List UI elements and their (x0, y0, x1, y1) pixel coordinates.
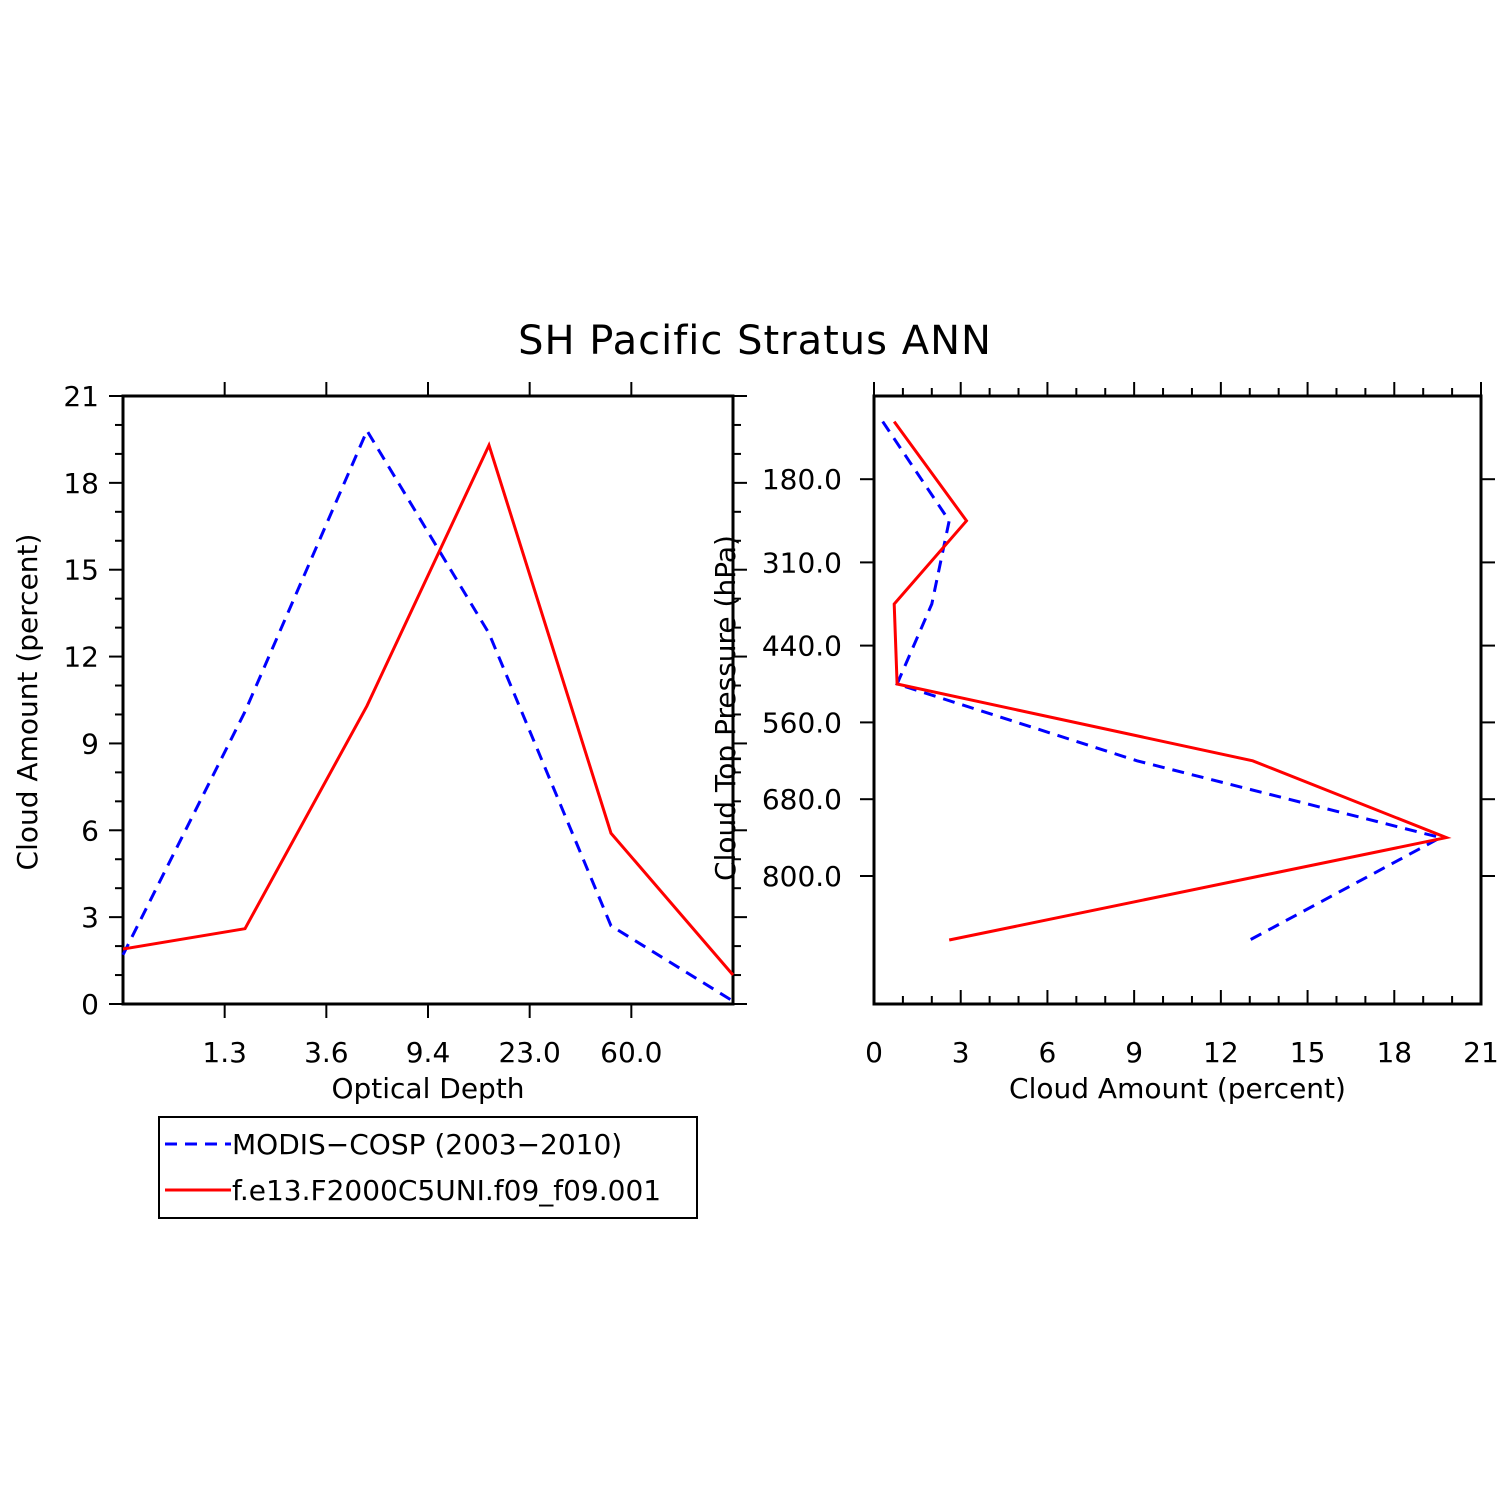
right-y-axis-label: Cloud Top Pressure (hPa) (709, 535, 742, 881)
left-series-line-2 (122, 441, 735, 976)
left-y-axis-label: Cloud Amount (percent) (11, 534, 44, 871)
right-chart-cloud-top-pressure: 0 3 6 9 12 15 18 21 180.0 310.0 440.0 560.0 680.0 800… (709, 382, 1499, 1105)
y-tick-label: 18 (63, 467, 99, 500)
x-tick-label: 3 (952, 1036, 970, 1069)
x-tick-label: 3.6 (304, 1036, 349, 1069)
right-plot-frame (872, 394, 1483, 1006)
x-tick-label: 60.0 (600, 1036, 662, 1069)
legend-box (158, 1116, 698, 1219)
x-tick-label: 15 (1290, 1036, 1326, 1069)
x-tick-label: 12 (1203, 1036, 1239, 1069)
right-series-line-1 (881, 420, 1445, 942)
x-tick-label: 23.0 (498, 1036, 560, 1069)
y-tick-label: 9 (81, 727, 99, 760)
y-tick-label: 0 (81, 988, 99, 1021)
x-tick-label: 9 (1125, 1036, 1143, 1069)
y-tick-label: 310.0 (762, 546, 842, 579)
legend: MODIS−COSP (2003−2010) f.e13.F2000C5UNI.f… (158, 1116, 698, 1219)
y-tick-label: 6 (81, 814, 99, 847)
left-chart-optical-depth: 0 3 6 9 12 15 18 21 1.3 3.6 9.4 23.0 60.0 Optical Dep… (11, 380, 747, 1105)
y-tick-label: 440.0 (762, 630, 842, 663)
y-tick-label: 180.0 (762, 463, 842, 496)
legend-label: MODIS−COSP (2003−2010) (232, 1128, 622, 1161)
chart-title: SH Pacific Stratus ANN (518, 318, 992, 364)
y-tick-label: 800.0 (762, 860, 842, 893)
right-x-axis-label: Cloud Amount (percent) (1009, 1072, 1346, 1105)
x-tick-label: 6 (1039, 1036, 1057, 1069)
x-tick-label: 9.4 (406, 1036, 451, 1069)
x-tick-label: 0 (865, 1036, 883, 1069)
y-tick-label: 560.0 (762, 706, 842, 739)
y-tick-label: 15 (63, 554, 99, 587)
y-tick-label: 3 (81, 901, 99, 934)
x-tick-label: 21 (1463, 1036, 1499, 1069)
y-tick-label: 21 (63, 380, 99, 413)
right-series-line-2 (892, 420, 1452, 942)
legend-label: f.e13.F2000C5UNI.f09_f09.001 (232, 1174, 661, 1207)
x-tick-label: 1.3 (202, 1036, 247, 1069)
left-series-line-1 (121, 427, 734, 1003)
y-tick-label: 680.0 (762, 783, 842, 816)
left-plot-frame (121, 394, 735, 1006)
left-x-axis-label: Optical Depth (331, 1072, 524, 1105)
x-tick-label: 18 (1376, 1036, 1412, 1069)
y-tick-label: 12 (63, 641, 99, 674)
